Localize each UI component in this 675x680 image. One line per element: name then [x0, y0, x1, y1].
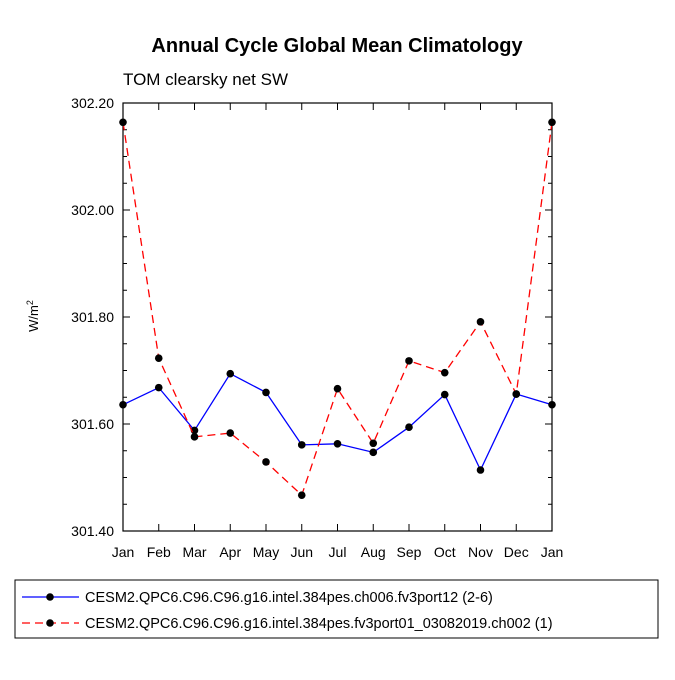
x-tick-label: Oct: [434, 544, 456, 560]
y-tick-label: 301.80: [71, 309, 114, 325]
x-tick-label: May: [253, 544, 279, 560]
x-tick-label: Mar: [182, 544, 206, 560]
data-point: [297, 441, 306, 449]
data-point: [440, 390, 449, 399]
legend-label: CESM2.QPC6.C96.C96.g16.intel.384pes.fv3p…: [85, 616, 553, 632]
series-line: [122, 122, 553, 497]
data-point: [548, 118, 556, 127]
data-point: [476, 466, 485, 474]
data-point: [262, 388, 270, 397]
y-axis-label-base: W/m: [26, 305, 41, 332]
data-point: [297, 491, 306, 499]
y-tick-label: 302.20: [71, 95, 114, 111]
x-tick-label: Jan: [541, 544, 564, 560]
plot-frame: [122, 102, 553, 532]
data-point: [333, 439, 342, 448]
x-tick-label: Feb: [147, 544, 171, 560]
x-tick-label: Dec: [504, 544, 529, 560]
series-1: [119, 369, 556, 474]
data-point: [369, 448, 378, 457]
axes: Jan Feb Mar Apr May Jun Jul Aug Sep Oct Nov Dec Jan 3…: [71, 95, 563, 560]
data-point: [154, 383, 163, 392]
data-point: [440, 368, 449, 377]
data-point: [476, 318, 485, 326]
y-axis-label: W/m2: [25, 300, 41, 332]
data-point: [226, 429, 235, 437]
data-point: [119, 400, 127, 409]
legend-marker: [46, 593, 54, 601]
y-tick-label: 301.40: [71, 523, 114, 539]
legend-entry-1: CESM2.QPC6.C96.C96.g16.intel.384pes.ch00…: [22, 590, 493, 606]
x-tick-label: Apr: [219, 544, 241, 560]
data-point: [512, 390, 521, 398]
data-point: [226, 369, 235, 378]
legend-entry-2: CESM2.QPC6.C96.C96.g16.intel.384pes.fv3p…: [22, 616, 553, 632]
x-tick-label: Jan: [112, 544, 135, 560]
chart-title: Annual Cycle Global Mean Climatology: [151, 35, 523, 57]
data-point: [405, 423, 413, 432]
x-tick-label: Aug: [361, 544, 386, 560]
y-tick-label: 301.60: [71, 416, 114, 432]
legend-box: [14, 579, 659, 639]
y-axis-label-sup: 2: [25, 300, 35, 305]
data-point: [548, 400, 556, 409]
data-point: [119, 118, 127, 127]
x-tick-label: Sep: [397, 544, 422, 560]
series-layer: [119, 118, 556, 499]
y-tick-label: 302.00: [71, 202, 114, 218]
legend-marker: [46, 619, 54, 627]
x-tick-label: Jun: [290, 544, 313, 560]
data-point: [405, 357, 413, 365]
legend: CESM2.QPC6.C96.C96.g16.intel.384pes.ch00…: [14, 579, 659, 639]
chart-subtitle: TOM clearsky net SW: [123, 70, 288, 89]
data-point: [262, 458, 270, 466]
legend-label: CESM2.QPC6.C96.C96.g16.intel.384pes.ch00…: [85, 590, 493, 606]
data-point: [154, 354, 163, 362]
x-tick-label: Jul: [329, 544, 347, 560]
data-point: [190, 426, 199, 435]
x-tick-label: Nov: [468, 544, 493, 560]
series-2: [119, 118, 556, 499]
data-point: [369, 439, 378, 448]
data-point: [190, 433, 199, 441]
data-point: [333, 384, 342, 393]
